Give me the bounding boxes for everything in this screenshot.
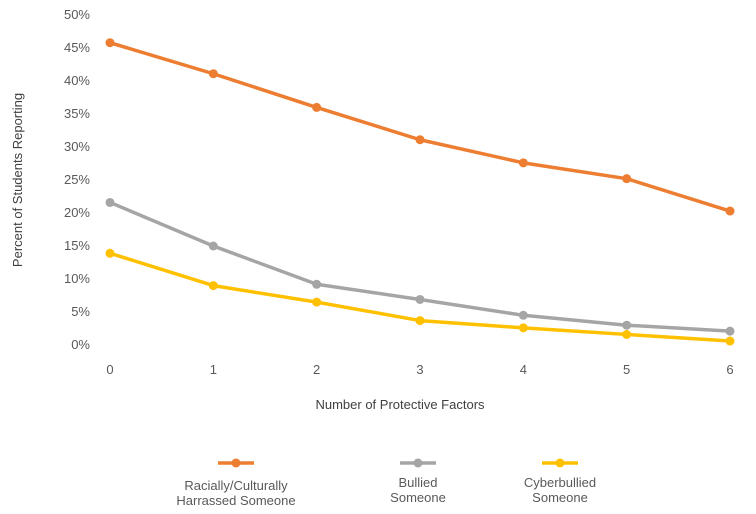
x-tick-label: 1 xyxy=(210,362,217,377)
data-point xyxy=(312,279,322,289)
y-axis-ticks: 0% 5% 10% 15% 20% 25% 30% 35% 40% 45% 50% xyxy=(64,7,90,352)
legend-swatch-marker xyxy=(413,458,423,468)
legend-label: Someone xyxy=(390,490,446,505)
data-point xyxy=(725,326,735,336)
y-tick-label: 5% xyxy=(71,304,90,319)
data-point xyxy=(208,69,218,79)
data-point xyxy=(622,329,632,339)
x-tick-label: 5 xyxy=(623,362,630,377)
data-point xyxy=(518,323,528,333)
series-1 xyxy=(105,38,735,216)
x-axis-ticks: 0 1 2 3 4 5 6 xyxy=(106,362,733,377)
legend-label: Bullied xyxy=(398,475,437,490)
x-tick-label: 4 xyxy=(520,362,527,377)
y-tick-label: 35% xyxy=(64,106,90,121)
data-point xyxy=(415,135,425,145)
data-point xyxy=(105,248,115,258)
data-point xyxy=(105,197,115,207)
y-tick-label: 15% xyxy=(64,238,90,253)
y-tick-label: 25% xyxy=(64,172,90,187)
y-tick-label: 10% xyxy=(64,271,90,286)
data-point xyxy=(415,316,425,326)
legend-swatch-marker xyxy=(231,458,241,468)
x-tick-label: 0 xyxy=(106,362,113,377)
y-tick-label: 30% xyxy=(64,139,90,154)
y-axis-title: Percent of Students Reporting xyxy=(10,93,25,267)
data-point xyxy=(622,174,632,184)
x-tick-label: 2 xyxy=(313,362,320,377)
y-tick-label: 50% xyxy=(64,7,90,22)
data-point xyxy=(312,102,322,112)
data-point xyxy=(208,241,218,251)
x-tick-label: 6 xyxy=(726,362,733,377)
y-tick-label: 40% xyxy=(64,73,90,88)
data-point xyxy=(312,297,322,307)
legend-swatch-marker xyxy=(555,458,565,468)
data-point xyxy=(725,336,735,346)
legend-label: Harrassed Someone xyxy=(176,493,295,508)
data-point xyxy=(208,281,218,291)
y-tick-label: 20% xyxy=(64,205,90,220)
series-2 xyxy=(105,197,735,336)
data-point xyxy=(518,310,528,320)
x-axis-title: Number of Protective Factors xyxy=(315,397,485,412)
legend-label: Someone xyxy=(532,490,588,505)
legend-label: Cyberbullied xyxy=(524,475,596,490)
data-point xyxy=(518,158,528,168)
data-point xyxy=(105,38,115,48)
legend-label: Racially/Culturally xyxy=(184,478,288,493)
series-3 xyxy=(105,248,735,346)
data-point xyxy=(415,294,425,304)
y-tick-label: 0% xyxy=(71,337,90,352)
series-layer xyxy=(105,38,735,346)
series-line xyxy=(108,40,732,213)
x-tick-label: 3 xyxy=(416,362,423,377)
data-point xyxy=(725,206,735,216)
data-point xyxy=(622,320,632,330)
series-line xyxy=(108,200,732,333)
y-tick-label: 45% xyxy=(64,40,90,55)
